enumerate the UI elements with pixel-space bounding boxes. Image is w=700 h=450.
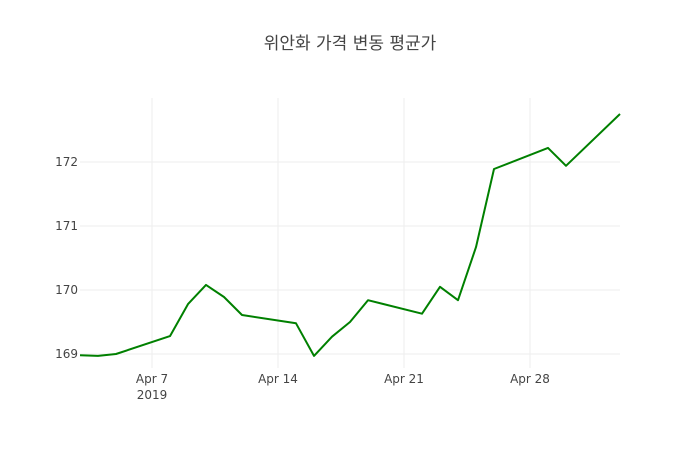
y-axis: 169 170 171 172 <box>55 155 78 361</box>
gridlines <box>80 98 620 368</box>
y-tick-label: 171 <box>55 219 78 233</box>
x-tick-label: Apr 21 <box>384 372 424 386</box>
x-axis: Apr 7 2019 Apr 14 Apr 21 Apr 28 <box>136 372 550 402</box>
x-tick-label: Apr 28 <box>510 372 550 386</box>
x-tick-label: Apr 14 <box>258 372 298 386</box>
x-tick-year-label: 2019 <box>137 388 168 402</box>
y-tick-label: 169 <box>55 347 78 361</box>
x-tick-label: Apr 7 <box>136 372 168 386</box>
y-tick-label: 170 <box>55 283 78 297</box>
y-tick-label: 172 <box>55 155 78 169</box>
price-line <box>79 113 621 357</box>
chart-title: 위안화 가격 변동 평균가 <box>264 34 437 54</box>
